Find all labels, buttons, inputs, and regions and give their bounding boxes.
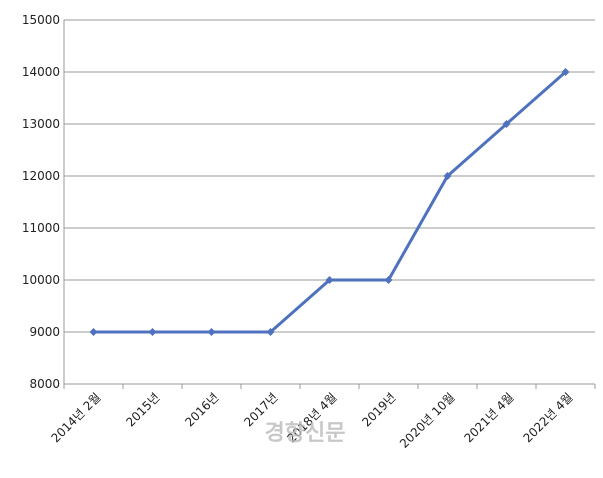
x-tick-label: 2014년 2월 — [48, 390, 103, 445]
x-tick-label: 2019년 — [359, 390, 398, 429]
x-tick-label: 2021년 4월 — [461, 390, 516, 445]
y-tick-label: 10000 — [22, 273, 60, 287]
x-tick-label: 2020년 10월 — [397, 390, 458, 451]
marker — [148, 328, 157, 336]
y-tick-label: 12000 — [22, 169, 60, 183]
y-tick-label: 11000 — [22, 221, 60, 235]
y-tick-label: 13000 — [22, 117, 60, 131]
marker — [502, 120, 511, 128]
x-tick-label: 2015년 — [123, 390, 162, 429]
marker — [266, 328, 275, 336]
marker — [384, 276, 393, 284]
marker — [443, 172, 452, 180]
line — [93, 70, 567, 334]
watermark: 경향신문 — [265, 421, 346, 446]
x-tick-label: 2022년 4월 — [520, 390, 575, 445]
y-tick-label: 14000 — [22, 65, 60, 79]
marker — [89, 328, 98, 336]
y-tick-label: 15000 — [22, 13, 60, 27]
x-tick-label: 2016년 — [182, 390, 221, 429]
marker — [207, 328, 216, 336]
y-tick-label: 9000 — [29, 325, 60, 339]
marker — [325, 276, 334, 284]
y-tick-label: 8000 — [29, 377, 60, 391]
marker — [561, 68, 570, 76]
grid — [64, 19, 595, 385]
